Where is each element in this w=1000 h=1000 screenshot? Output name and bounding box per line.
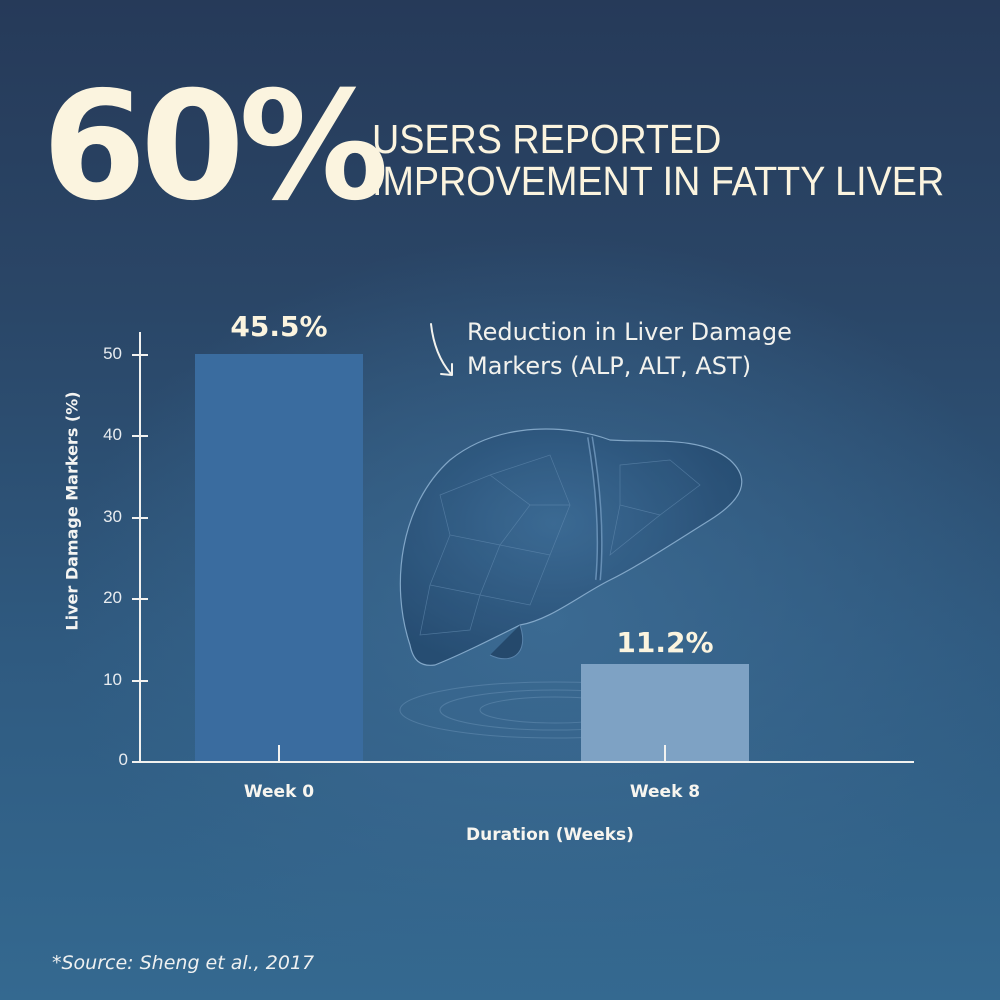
y-tick-label: 20: [103, 588, 122, 607]
annotation-text: Reduction in Liver Damage Markers (ALP, …: [467, 315, 792, 383]
liver-icon: [399, 428, 743, 739]
y-tick: [132, 517, 148, 519]
x-tick: [278, 745, 280, 761]
curved-arrow-icon: [430, 323, 453, 376]
annotation-line-2: Markers (ALP, ALT, AST): [467, 352, 752, 380]
y-tick-label: 50: [103, 344, 122, 363]
y-tick-label: 30: [103, 507, 122, 526]
bar-value-label: 11.2%: [616, 626, 714, 659]
x-tick-label: Week 8: [629, 782, 701, 802]
y-tick-label: 10: [103, 670, 122, 689]
y-tick: [132, 680, 148, 682]
y-axis-label: Liver Damage Markers (%): [62, 391, 82, 631]
annotation-line-1: Reduction in Liver Damage: [467, 318, 792, 346]
bar-value-label: 45.5%: [230, 310, 328, 343]
y-tick: [132, 435, 148, 437]
headline-line-1: USERS REPORTED: [372, 116, 722, 162]
x-axis: [139, 761, 914, 763]
headline-line-2: IMPROVEMENT IN FATTY LIVER: [372, 158, 945, 204]
y-tick-label: 40: [103, 425, 122, 444]
headline-subtitle: USERS REPORTED IMPROVEMENT IN FATTY LIVE…: [372, 118, 944, 202]
source-citation: *Source: Sheng et al., 2017: [52, 952, 315, 974]
y-tick: [132, 354, 148, 356]
y-axis: [139, 332, 141, 763]
x-tick: [664, 745, 666, 761]
x-tick-label: Week 0: [243, 782, 315, 802]
y-tick-label: 0: [118, 750, 128, 769]
headline-stat: 60%: [42, 60, 389, 234]
y-tick: [132, 598, 148, 600]
bar-week-0: [195, 354, 363, 762]
x-axis-label: Duration (Weeks): [466, 825, 634, 845]
